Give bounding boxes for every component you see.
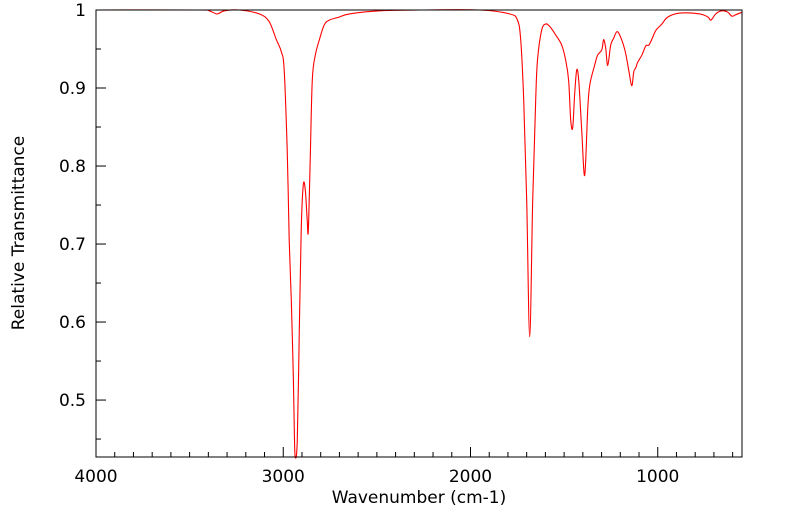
x-tick-label: 4000	[74, 467, 117, 487]
x-tick-label: 3000	[262, 467, 305, 487]
x-tick-labels: 4000 3000 2000 1000	[74, 467, 679, 487]
spectrum-line	[95, 9, 743, 459]
y-tick-labels: 0.5 0.6 0.7 0.8 0.9 1	[59, 1, 86, 411]
y-tick-label: 0.8	[59, 157, 86, 177]
y-tick-label: 0.9	[59, 79, 86, 99]
y-tick-label: 0.6	[59, 313, 86, 333]
axis-ticks	[95, 9, 734, 457]
y-tick-label: 0.7	[59, 235, 86, 255]
y-tick-label: 0.5	[59, 391, 86, 411]
y-tick-label: 1	[75, 1, 86, 21]
y-axis-label: Relative Transmittance	[9, 136, 29, 331]
x-axis-label: Wavenumber (cm-1)	[332, 488, 507, 508]
plot-frame	[95, 9, 743, 458]
x-tick-label: 2000	[449, 467, 492, 487]
x-tick-label: 1000	[636, 467, 679, 487]
